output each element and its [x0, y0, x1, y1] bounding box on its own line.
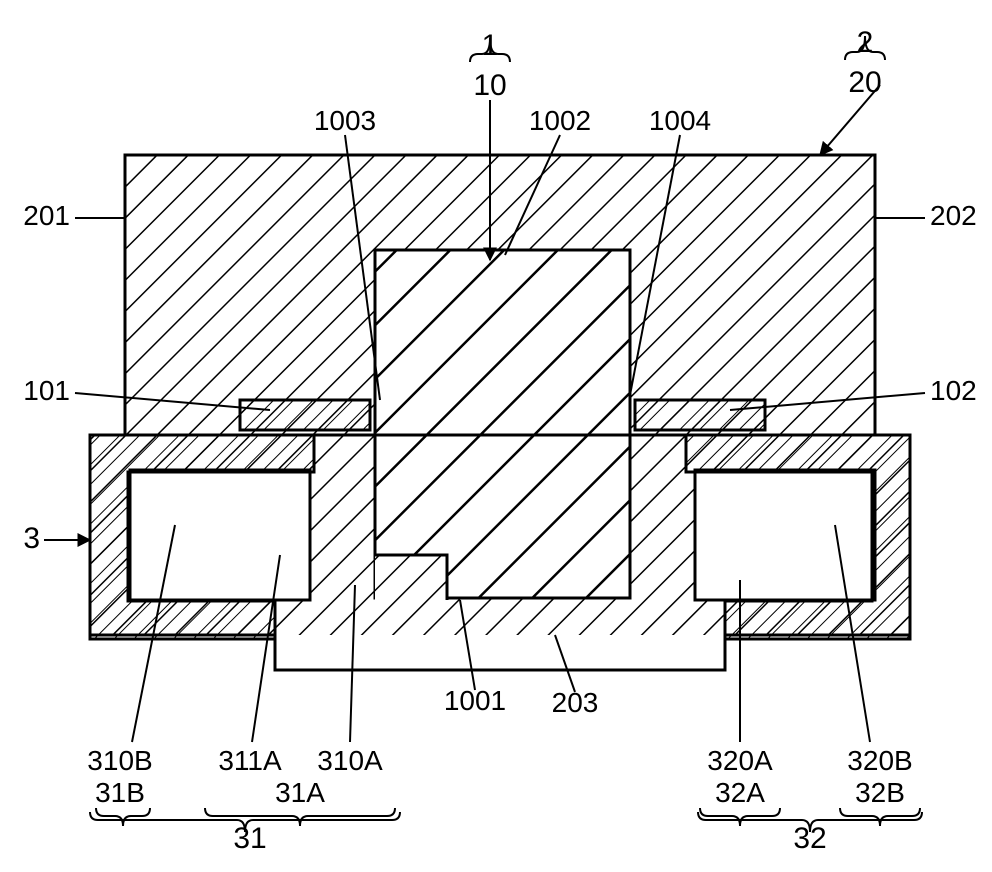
label-n2: 2 [857, 26, 874, 59]
label-n1004: 1004 [649, 105, 711, 136]
label-n310A: 310A [317, 745, 383, 776]
tab-right [635, 400, 765, 430]
label-n310B: 310B [87, 745, 152, 776]
label-n320B: 320B [847, 745, 912, 776]
label-n32: 32 [793, 822, 826, 855]
label-n202: 202 [930, 200, 977, 231]
label-n1002: 1002 [529, 105, 591, 136]
diagram-root: 1102201003100210042012021011023100120331… [0, 0, 992, 872]
label-n311A: 311A [218, 745, 282, 776]
brace-5 [840, 808, 920, 826]
brace-4 [700, 808, 780, 826]
label-n3: 3 [23, 522, 40, 555]
label-n102: 102 [930, 375, 977, 406]
label-n1003: 1003 [314, 105, 376, 136]
label-n10: 10 [473, 69, 506, 102]
center-block [375, 250, 630, 600]
label-n201: 201 [23, 200, 70, 231]
label-n32A: 32A [715, 777, 765, 808]
label-n1001: 1001 [444, 685, 506, 716]
label-n1: 1 [482, 29, 499, 62]
label-n31A: 31A [275, 777, 325, 808]
label-n31: 31 [233, 822, 266, 855]
label-n320A: 320A [707, 745, 773, 776]
label-n31B: 31B [95, 777, 145, 808]
brace-7 [96, 808, 150, 826]
label-n203: 203 [552, 687, 599, 718]
label-n32B: 32B [855, 777, 905, 808]
label-n101: 101 [23, 375, 70, 406]
tab-left [240, 400, 370, 430]
label-n20: 20 [848, 66, 881, 99]
